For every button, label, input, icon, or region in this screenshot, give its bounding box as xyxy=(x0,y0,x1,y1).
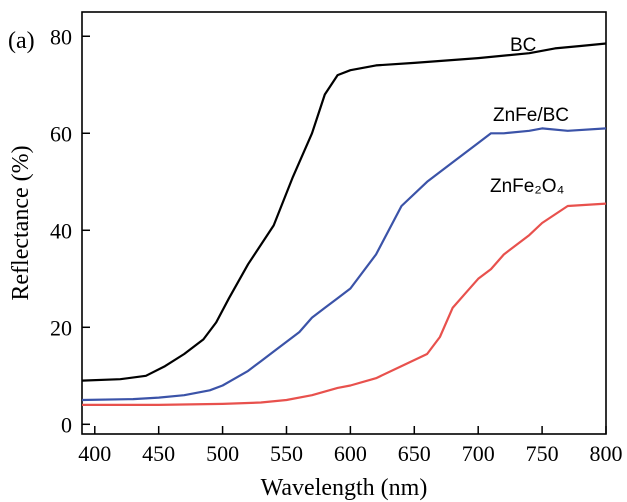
series-label-znfe2o4: ZnFe₂O₄ xyxy=(490,176,565,197)
panel-label: (a) xyxy=(8,28,35,54)
y-tick-label: 80 xyxy=(50,24,72,49)
series-label-znfe-bc: ZnFe/BC xyxy=(493,105,569,126)
x-tick-label: 550 xyxy=(270,441,303,466)
y-axis-label: Reflectance (%) xyxy=(8,145,34,300)
y-tick-label: 40 xyxy=(50,218,72,243)
x-tick-label: 500 xyxy=(206,441,239,466)
x-tick-label: 750 xyxy=(526,441,559,466)
series-line-znfe-bc xyxy=(81,127,607,402)
x-tick-label: 450 xyxy=(142,441,175,466)
x-axis-ticks: 400 450 500 550 600 650 700 750 800 xyxy=(78,426,623,466)
series-lines xyxy=(81,42,607,406)
x-axis-label: Wavelength (nm) xyxy=(261,475,428,501)
x-tick-label: 800 xyxy=(590,441,623,466)
series-line-bc xyxy=(81,42,607,382)
series-label-bc: BC xyxy=(510,35,536,56)
x-tick-label: 600 xyxy=(334,441,367,466)
x-tick-label: 650 xyxy=(398,441,431,466)
y-tick-label: 60 xyxy=(50,121,72,146)
y-tick-label: 0 xyxy=(61,412,72,437)
y-tick-label: 20 xyxy=(50,315,72,340)
y-axis-ticks: 0 20 40 60 80 xyxy=(50,24,90,437)
plot-frame xyxy=(81,11,607,435)
series-line-znfe2o4 xyxy=(82,202,607,406)
x-tick-label: 700 xyxy=(462,441,495,466)
x-tick-label: 400 xyxy=(78,441,111,466)
